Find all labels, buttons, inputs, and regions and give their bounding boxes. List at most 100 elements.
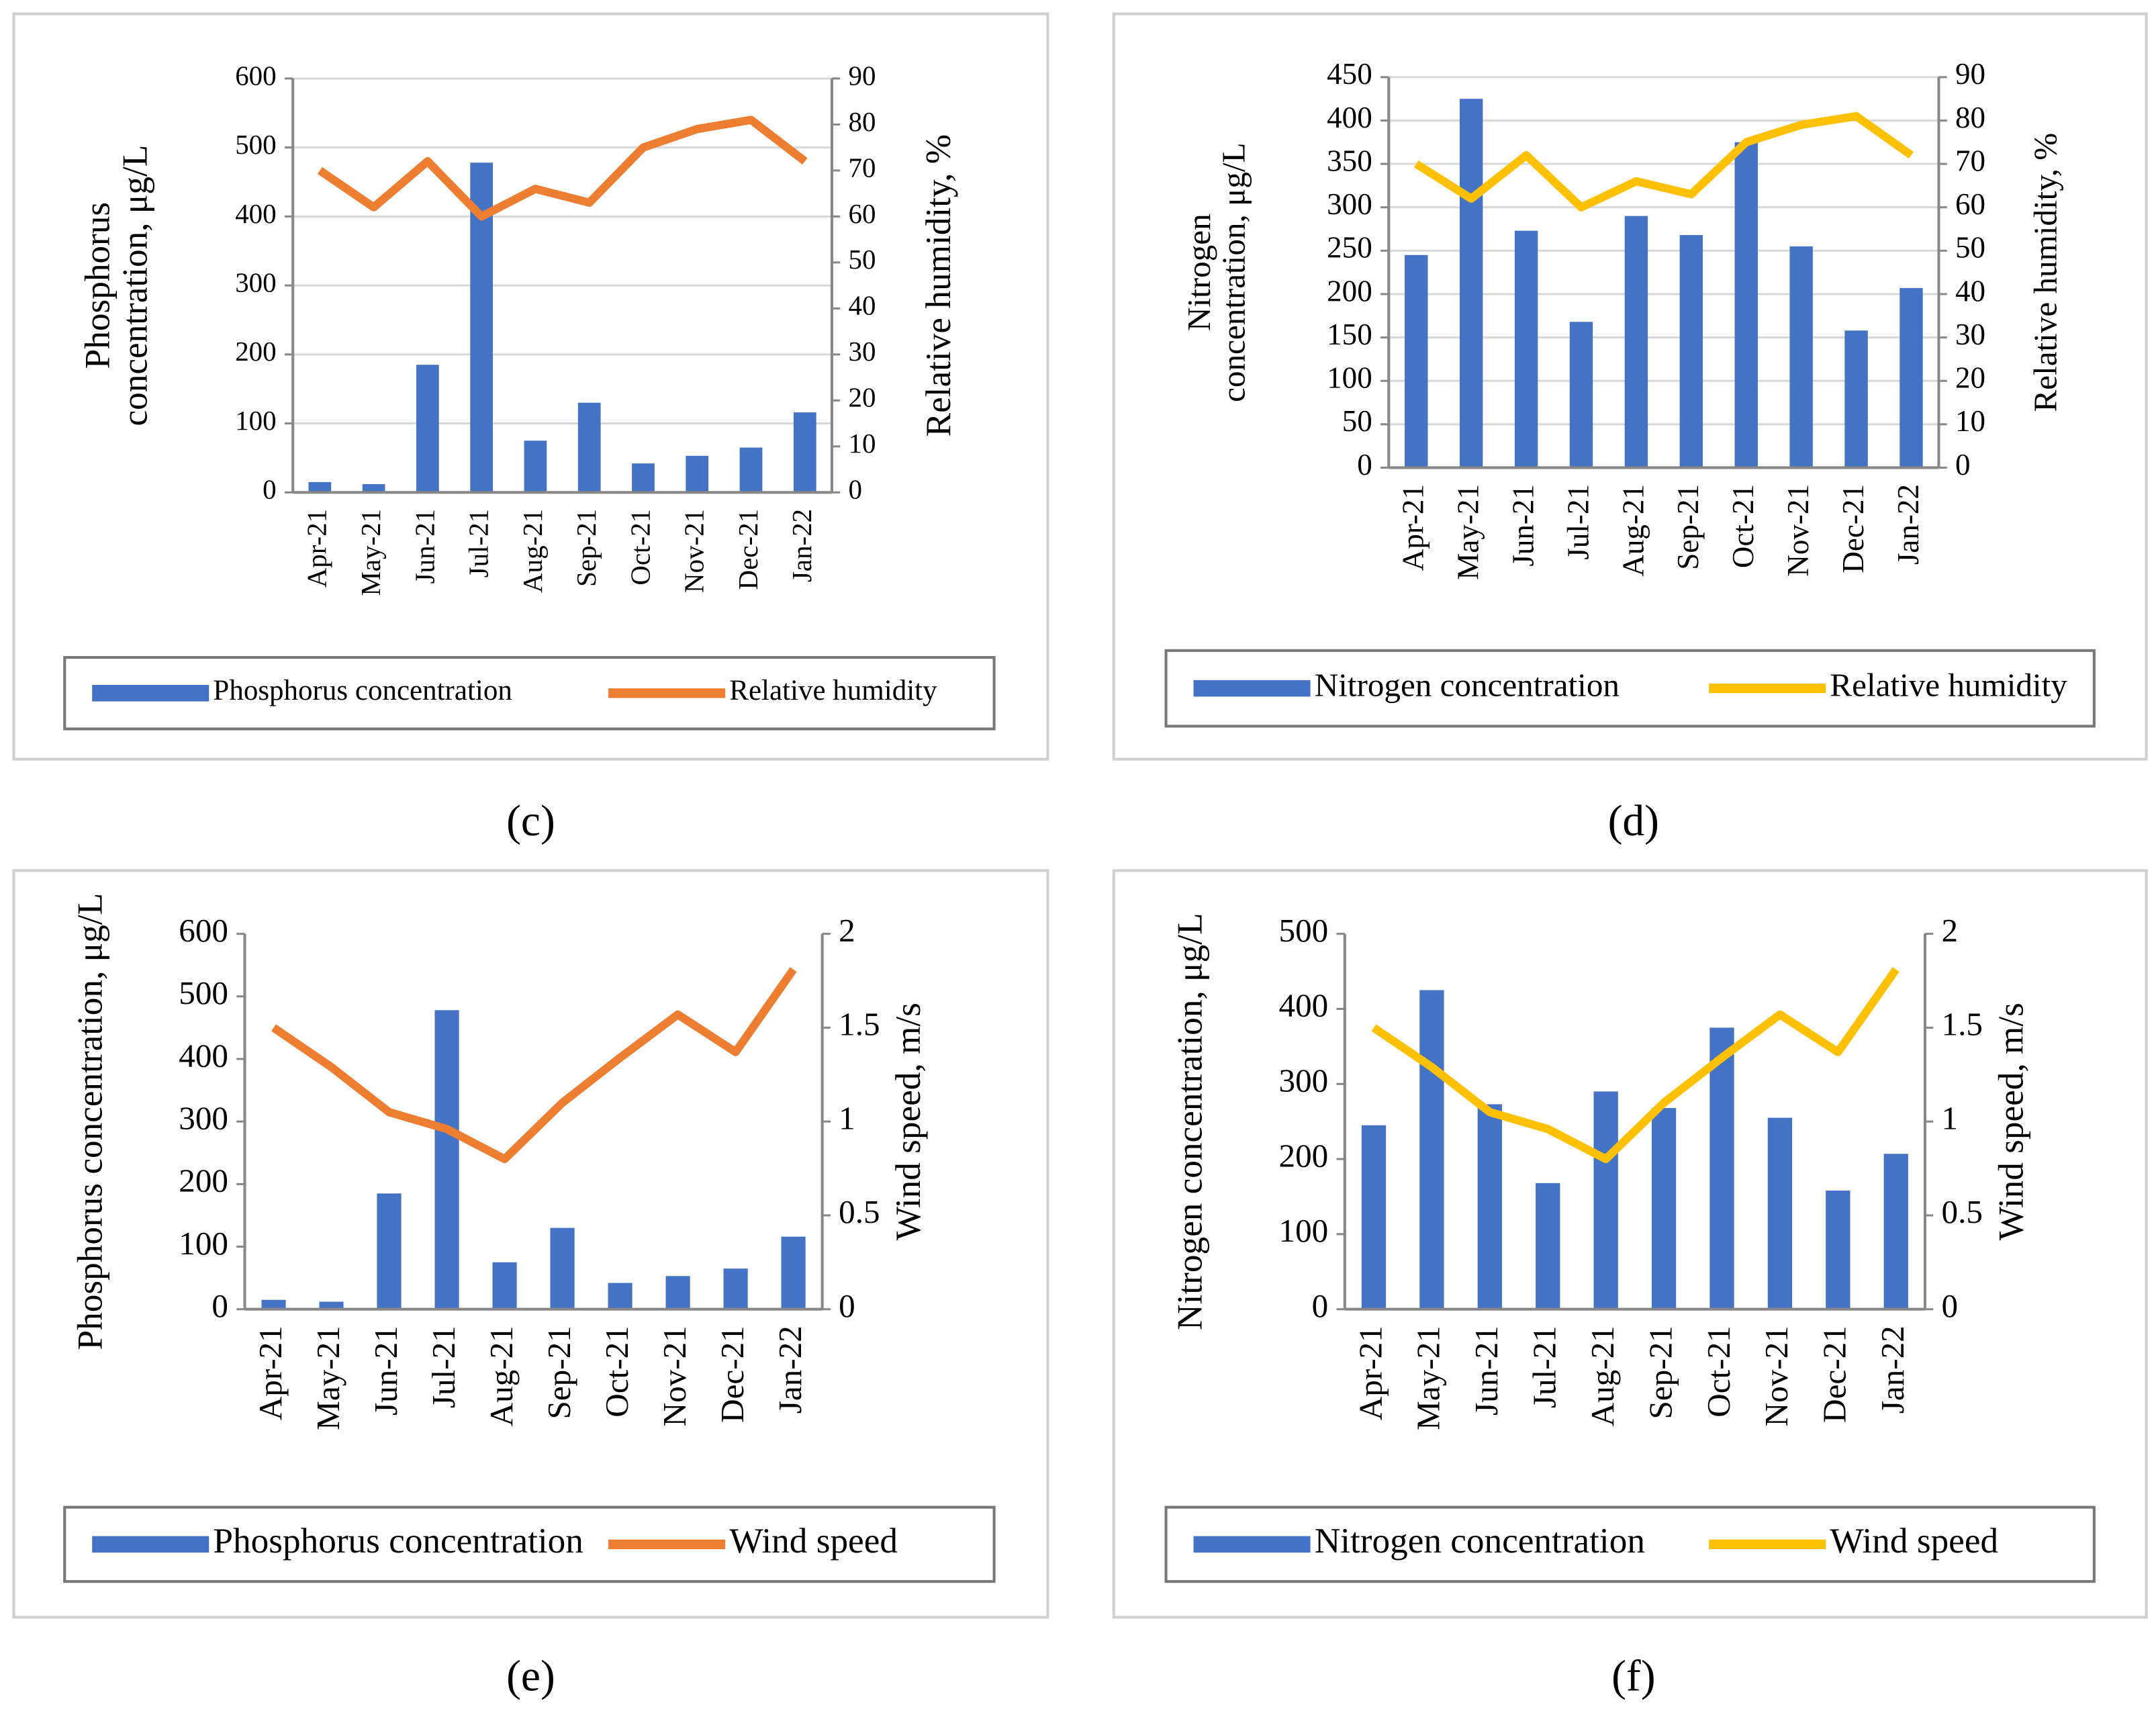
- y2-tick-label: 0: [1955, 448, 1971, 481]
- bar: [1536, 1183, 1560, 1309]
- bar: [632, 463, 655, 493]
- legend-label: Nitrogen concentration: [1315, 1521, 1645, 1561]
- legend-label: Nitrogen concentration: [1315, 666, 1620, 703]
- legend-frame: [1164, 1505, 2096, 1583]
- y2-tick-label: 0: [1942, 1287, 1959, 1324]
- y-tick-label: 400: [1279, 987, 1329, 1024]
- y2-tick-label: 60: [1955, 187, 1985, 221]
- bar: [1679, 235, 1703, 468]
- y-axis-label: Nitrogen: [1180, 214, 1217, 331]
- y2-tick-label: 80: [849, 107, 876, 137]
- x-tick-label: May-21: [1410, 1326, 1447, 1430]
- x-tick-label: Jan-22: [1874, 1326, 1911, 1413]
- y-tick-label: 0: [1312, 1287, 1329, 1324]
- bar: [1419, 990, 1444, 1309]
- bar: [739, 447, 763, 493]
- y2-tick-label: 30: [849, 336, 876, 367]
- y-tick-label: 350: [1327, 144, 1372, 177]
- y2-axis-label: Wind speed, m/s: [888, 1003, 928, 1240]
- panel-label: (d): [1608, 797, 1659, 845]
- legend-swatch: [92, 684, 209, 702]
- x-tick-label: Apr-21: [252, 1326, 289, 1420]
- x-tick-label: Jul-21: [425, 1326, 462, 1408]
- y2-axis-label: Relative humidity, %: [2027, 133, 2064, 412]
- y2-tick-label: 0: [839, 1287, 855, 1324]
- legend-swatch: [92, 1536, 209, 1553]
- bar: [434, 1010, 459, 1309]
- x-tick-label: Aug-21: [483, 1326, 520, 1426]
- bar: [1844, 330, 1868, 468]
- x-tick-label: Aug-21: [518, 509, 548, 593]
- bar: [1477, 1104, 1502, 1309]
- y2-tick-label: 10: [849, 428, 876, 459]
- bar: [793, 412, 816, 493]
- bar: [577, 402, 601, 493]
- bar: [1405, 254, 1428, 468]
- x-tick-label: Sep-21: [571, 509, 602, 587]
- y2-tick-label: 1: [839, 1099, 855, 1136]
- x-tick-label: Jan-22: [771, 1326, 808, 1413]
- x-tick-label: Apr-21: [302, 509, 332, 588]
- legend-label: Wind speed: [1830, 1521, 1998, 1561]
- bar: [1900, 287, 1923, 468]
- y2-tick-label: 1: [1942, 1099, 1959, 1136]
- y2-tick-label: 10: [1955, 404, 1985, 438]
- x-tick-label: Aug-21: [1584, 1326, 1621, 1426]
- y2-tick-label: 0.5: [839, 1193, 880, 1230]
- x-tick-label: Nov-21: [679, 509, 710, 593]
- y-tick-label: 300: [1327, 187, 1372, 221]
- y2-tick-label: 2: [1942, 912, 1959, 949]
- x-tick-label: May-21: [356, 509, 386, 596]
- y2-tick-label: 40: [849, 291, 876, 321]
- line-series: [271, 967, 797, 1164]
- y-tick-label: 200: [1327, 274, 1372, 308]
- y2-tick-label: 90: [1955, 57, 1985, 91]
- panel-frame: [1112, 12, 2148, 761]
- bar: [362, 483, 385, 493]
- bar: [1569, 322, 1593, 468]
- bar: [1651, 1108, 1677, 1309]
- bar: [1361, 1125, 1387, 1309]
- y-tick-label: 400: [1327, 101, 1372, 134]
- y2-tick-label: 70: [849, 152, 876, 183]
- y2-tick-label: 40: [1955, 274, 1985, 308]
- y2-axis-label: Wind speed, m/s: [1991, 1003, 2030, 1240]
- y-tick-label: 300: [235, 267, 276, 297]
- line-series: [317, 115, 808, 221]
- x-tick-label: Apr-21: [1352, 1326, 1389, 1420]
- panel-label: (e): [506, 1653, 555, 1701]
- legend-label: Relative humidity: [729, 675, 937, 706]
- bar: [261, 1299, 286, 1309]
- y-tick-label: 300: [179, 1099, 228, 1136]
- legend-label: Phosphorus concentration: [213, 675, 512, 706]
- y2-tick-label: 0.5: [1942, 1193, 1983, 1230]
- y-tick-label: 0: [1357, 448, 1372, 481]
- legend-frame: [63, 1505, 996, 1583]
- x-tick-label: Jul-21: [1526, 1326, 1563, 1408]
- y2-tick-label: 2: [839, 912, 855, 949]
- panel-frame: [12, 869, 1049, 1619]
- legend-label: Relative humidity: [1830, 666, 2067, 703]
- x-tick-label: Jun-21: [1468, 1326, 1505, 1416]
- x-tick-label: Aug-21: [1616, 484, 1650, 577]
- y-tick-label: 400: [235, 199, 276, 229]
- y2-tick-label: 30: [1955, 318, 1985, 351]
- y-tick-label: 600: [179, 912, 228, 949]
- bar: [492, 1262, 517, 1309]
- panel-label: (c): [506, 797, 555, 845]
- y-tick-label: 50: [1342, 404, 1372, 438]
- bar: [1826, 1191, 1850, 1309]
- bar: [608, 1283, 632, 1309]
- y-tick-label: 0: [263, 475, 276, 505]
- x-tick-label: Jul-21: [464, 509, 494, 577]
- y-tick-label: 400: [179, 1037, 228, 1074]
- bar: [1883, 1154, 1908, 1309]
- x-tick-label: May-21: [1452, 484, 1485, 580]
- y-tick-label: 450: [1327, 57, 1372, 91]
- bar: [723, 1268, 748, 1309]
- bar: [1734, 142, 1758, 468]
- bar: [665, 1276, 690, 1309]
- bar: [1767, 1117, 1793, 1309]
